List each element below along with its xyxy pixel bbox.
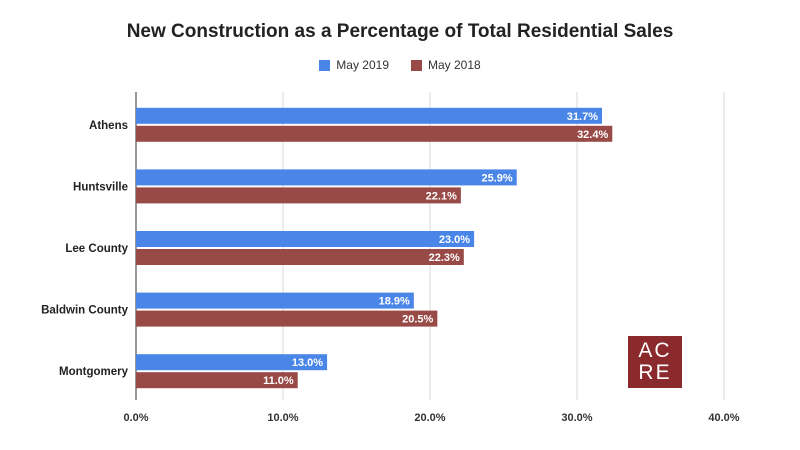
- x-tick-label: 40.0%: [708, 412, 739, 424]
- data-label: 23.0%: [439, 234, 470, 246]
- category-label: Huntsville: [73, 181, 128, 193]
- bar: [136, 187, 461, 204]
- bar: [136, 354, 328, 371]
- category-label: Lee County: [65, 243, 128, 255]
- x-tick-label: 0.0%: [123, 412, 148, 424]
- legend-label-may-2018: May 2018: [428, 58, 481, 72]
- chart-title: New Construction as a Percentage of Tota…: [126, 21, 674, 42]
- legend-swatch-may-2018: [411, 59, 422, 71]
- logo-text-top: AC: [638, 339, 672, 362]
- data-label: 13.0%: [292, 357, 323, 369]
- data-label: 22.3%: [429, 252, 460, 264]
- legend-item-may-2018: May 2018: [411, 58, 481, 72]
- data-label: 18.9%: [379, 296, 410, 308]
- bar: [136, 310, 438, 327]
- data-label: 25.9%: [482, 172, 513, 184]
- category-label: Athens: [89, 120, 128, 132]
- data-label: 31.7%: [567, 111, 598, 123]
- bar: [136, 249, 464, 265]
- bar: [136, 231, 475, 247]
- data-label: 20.5%: [402, 314, 433, 326]
- bar: [136, 372, 298, 389]
- legend-label-may-2019: May 2019: [336, 58, 389, 72]
- bar: [136, 169, 517, 186]
- logo-text-bottom: RE: [638, 361, 672, 384]
- data-label: 32.4%: [577, 129, 608, 141]
- data-label: 22.1%: [426, 190, 457, 202]
- legend-item-may-2019: May 2019: [319, 58, 389, 72]
- x-tick-label: 20.0%: [414, 412, 445, 424]
- x-tick-label: 30.0%: [561, 412, 592, 424]
- legend: May 2019 May 2018: [0, 58, 800, 72]
- acre-logo: AC RE: [628, 336, 682, 388]
- bar: [136, 125, 613, 142]
- legend-swatch-may-2019: [319, 59, 331, 71]
- x-tick-label: 10.0%: [267, 412, 298, 424]
- data-label: 11.0%: [263, 375, 294, 387]
- bar: [136, 107, 602, 124]
- category-label: Montgomery: [59, 366, 129, 378]
- bar: [136, 292, 414, 309]
- category-label: Baldwin County: [41, 305, 128, 317]
